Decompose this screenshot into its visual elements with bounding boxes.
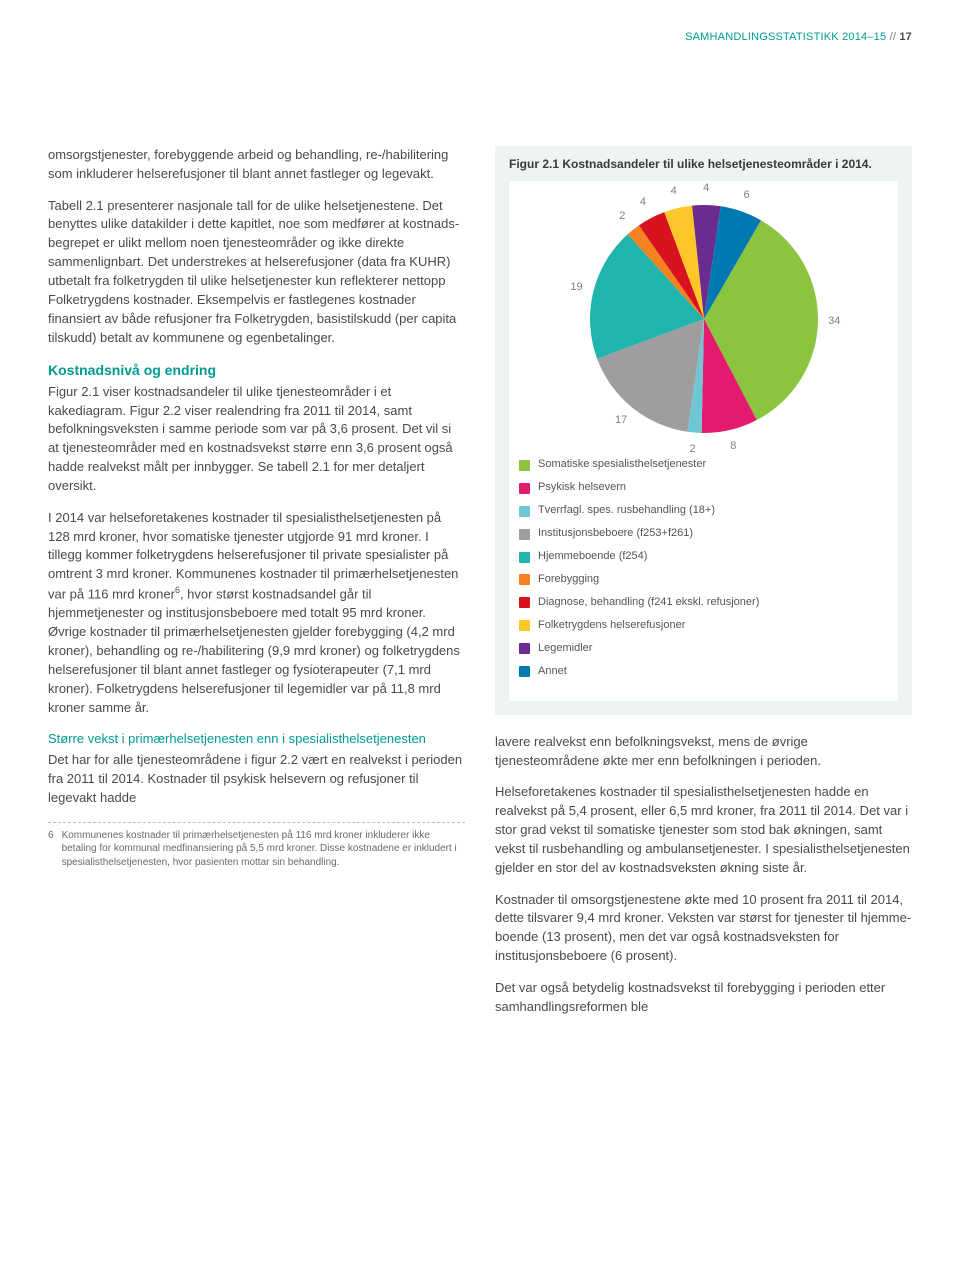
right-p4: Det var også betydelig kostnadsvekst til… bbox=[495, 979, 912, 1017]
slice-value-label: 8 bbox=[730, 439, 736, 455]
heading-kostnad: Kostnadsnivå og endring bbox=[48, 360, 465, 380]
footnote-text: Kommunenes kostnader til primærhelsetjen… bbox=[62, 829, 465, 870]
slice-value-label: 34 bbox=[828, 314, 840, 330]
legend-item: Tverrfagl. spes. rusbehandling (18+) bbox=[519, 503, 888, 519]
left-p4b: , hvor størst kostnadsandel går til hjem… bbox=[48, 586, 460, 714]
legend-label: Annet bbox=[538, 664, 567, 680]
legend-item: Forebygging bbox=[519, 572, 888, 588]
left-p1: omsorgstjenester, forebyggende arbeid og… bbox=[48, 146, 465, 184]
legend-item: Somatiske spesialisthelsetjenester bbox=[519, 457, 888, 473]
right-p2: Helseforetakenes kostnader til spesialis… bbox=[495, 783, 912, 877]
separator: // bbox=[890, 31, 897, 43]
doc-title: SAMHANDLINGSSTATISTIKK 2014–15 bbox=[685, 31, 886, 43]
right-column: Figur 2.1 Kostnadsandeler til ulike hels… bbox=[495, 146, 912, 1017]
legend-item: Psykisk helsevern bbox=[519, 480, 888, 496]
legend-label: Institusjonsbeboere (f253+f261) bbox=[538, 526, 693, 542]
legend-label: Psykisk helsevern bbox=[538, 480, 626, 496]
slice-value-label: 4 bbox=[671, 184, 677, 200]
legend-swatch bbox=[519, 506, 530, 517]
legend-swatch bbox=[519, 483, 530, 494]
legend-swatch bbox=[519, 574, 530, 585]
legend-swatch bbox=[519, 643, 530, 654]
left-p5: Det har for alle tjenesteområdene i figu… bbox=[48, 751, 465, 808]
figure-title: Figur 2.1 Kostnadsandeler til ulike hels… bbox=[509, 156, 898, 173]
pie-chart: 3482171924446 bbox=[584, 199, 824, 439]
legend-swatch bbox=[519, 620, 530, 631]
slice-value-label: 4 bbox=[640, 195, 646, 211]
legend-item: Legemidler bbox=[519, 641, 888, 657]
slice-value-label: 2 bbox=[619, 209, 625, 225]
legend-swatch bbox=[519, 552, 530, 563]
legend-label: Diagnose, behandling (f241 ekskl. refusj… bbox=[538, 595, 759, 611]
legend-item: Institusjonsbeboere (f253+f261) bbox=[519, 526, 888, 542]
page-number: 17 bbox=[899, 31, 912, 43]
legend-label: Tverrfagl. spes. rusbehandling (18+) bbox=[538, 503, 715, 519]
right-p3: Kostnader til omsorgstjenestene økte med… bbox=[495, 891, 912, 966]
left-column: omsorgstjenester, forebyggende arbeid og… bbox=[48, 146, 465, 1017]
page-header: SAMHANDLINGSSTATISTIKK 2014–15 // 17 bbox=[48, 30, 912, 46]
footnote-6: 6 Kommunenes kostnader til primærhelsetj… bbox=[48, 829, 465, 870]
legend-swatch bbox=[519, 666, 530, 677]
left-p4: I 2014 var helseforetakenes kostnader ti… bbox=[48, 509, 465, 718]
left-p3: Figur 2.1 viser kostnadsandeler til ulik… bbox=[48, 383, 465, 496]
legend-item: Folketrygdens helserefusjoner bbox=[519, 618, 888, 634]
legend-item: Hjemmeboende (f254) bbox=[519, 549, 888, 565]
slice-value-label: 2 bbox=[689, 442, 695, 458]
heading-vekst: Større vekst i primærhelsetjenesten enn … bbox=[48, 730, 465, 749]
pie-legend: Somatiske spesialisthelsetjenester Psykis… bbox=[519, 457, 888, 679]
slice-value-label: 19 bbox=[570, 280, 582, 296]
legend-label: Legemidler bbox=[538, 641, 592, 657]
footnote-separator: 6 Kommunenes kostnader til primærhelsetj… bbox=[48, 822, 465, 870]
legend-swatch bbox=[519, 460, 530, 471]
legend-label: Hjemmeboende (f254) bbox=[538, 549, 647, 565]
slice-value-label: 6 bbox=[743, 188, 749, 204]
figure-2-1: Figur 2.1 Kostnadsandeler til ulike hels… bbox=[495, 146, 912, 715]
right-p1: lavere realvekst enn befolkningsvekst, m… bbox=[495, 733, 912, 771]
legend-label: Somatiske spesialisthelsetjenester bbox=[538, 457, 706, 473]
legend-item: Annet bbox=[519, 664, 888, 680]
slice-value-label: 4 bbox=[703, 181, 709, 197]
legend-swatch bbox=[519, 529, 530, 540]
left-p2: Tabell 2.1 presenterer nasjonale tall fo… bbox=[48, 197, 465, 348]
legend-swatch bbox=[519, 597, 530, 608]
chart-area: 3482171924446 Somatiske spesialisthelset… bbox=[509, 181, 898, 700]
legend-label: Forebygging bbox=[538, 572, 599, 588]
footnote-number: 6 bbox=[48, 829, 54, 870]
pie-svg bbox=[584, 199, 824, 439]
slice-value-label: 17 bbox=[615, 413, 627, 429]
legend-label: Folketrygdens helserefusjoner bbox=[538, 618, 685, 634]
legend-item: Diagnose, behandling (f241 ekskl. refusj… bbox=[519, 595, 888, 611]
